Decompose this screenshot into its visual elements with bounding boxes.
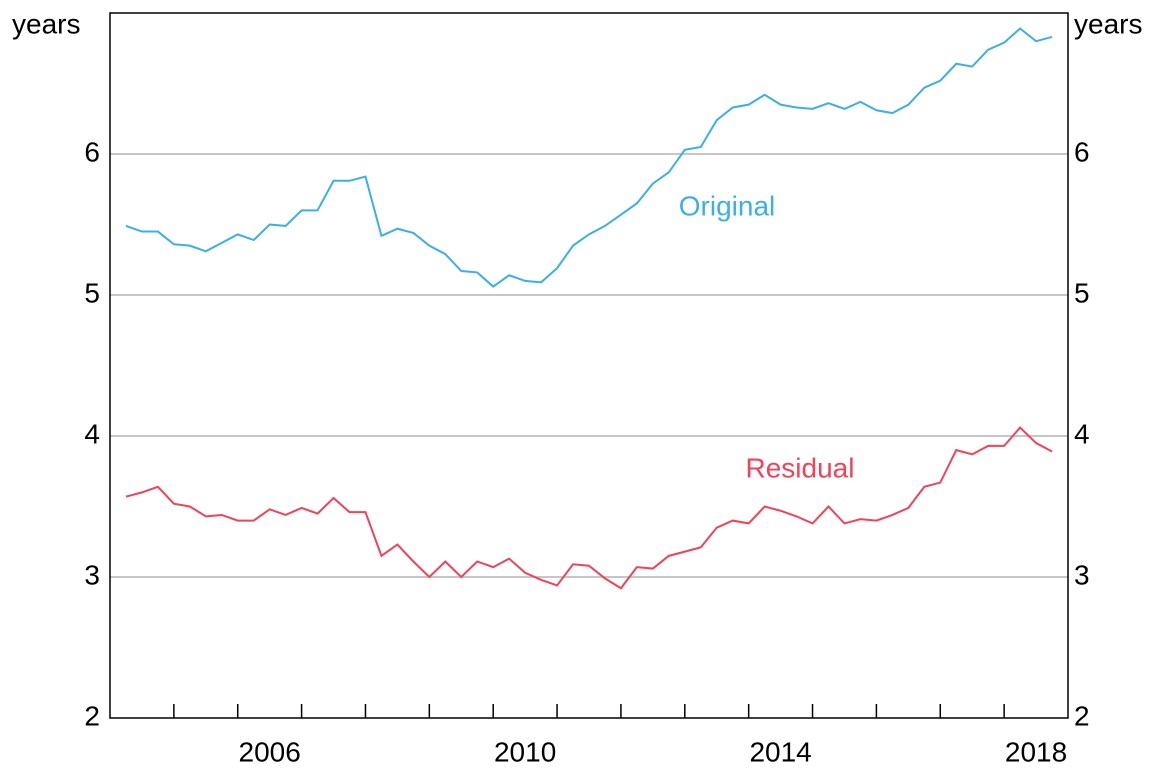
y-tick-label: 3: [84, 559, 100, 590]
y-tick-label: 5: [84, 277, 100, 308]
series-line: [125, 27, 1053, 288]
y2-tick-label: 3: [1074, 559, 1090, 590]
y2-tick-label: 2: [1074, 700, 1090, 731]
y2-axis-label: years: [1074, 8, 1142, 39]
y2-tick-label: 5: [1074, 277, 1090, 308]
x-tick-label: 2006: [239, 736, 301, 767]
series-line: [125, 426, 1053, 590]
y-tick-label: 6: [84, 136, 100, 167]
y2-tick-label: 6: [1074, 136, 1090, 167]
plot-frame: [109, 12, 1069, 719]
y-axis-label: years: [12, 8, 80, 39]
x-tick-label: 2010: [494, 736, 556, 767]
y-tick-label: 2: [84, 700, 100, 731]
y2-tick-label: 4: [1074, 418, 1090, 449]
annotation: Residual: [746, 452, 855, 483]
x-tick-label: 2014: [749, 736, 811, 767]
y-tick-label: 4: [84, 418, 100, 449]
x-tick-label: 2018: [1005, 736, 1067, 767]
annotation: Original: [679, 190, 775, 221]
